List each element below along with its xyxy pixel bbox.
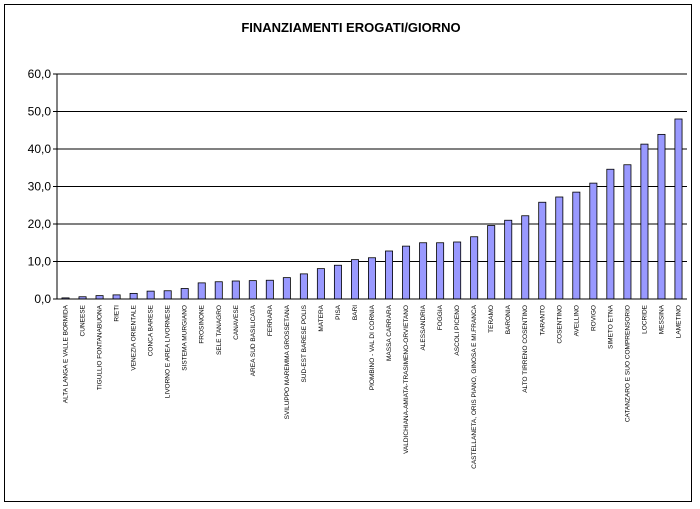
bar (640, 143, 649, 300)
x-tick-label: VALDICHIANA-AMIATA-TRASIMENO-ORVIETANO (403, 305, 410, 454)
x-tick-label: PISA (335, 304, 342, 319)
x-tick-label: MASSA CARRARA (386, 304, 393, 361)
y-tick-label: 60,0 (28, 67, 52, 81)
x-tick-label: SISTEMA MURGIANO (182, 305, 189, 371)
x-tick-label: ROVIGO (590, 305, 597, 331)
x-tick-label: RIETI (114, 305, 121, 322)
x-tick-label: CANAVESE (233, 304, 240, 340)
x-tick-label: BARONIA (505, 304, 512, 334)
x-tick-label: LIVORNO E AREA LIVORNESE (165, 304, 172, 398)
x-tick-label: PIOMBINO - VAL DI CORNIA (369, 304, 376, 390)
x-tick-label: LAMETINO (675, 305, 682, 338)
bar (419, 242, 428, 300)
x-tick-label: SUD-EST BARESE POLIS (301, 304, 308, 382)
bar (674, 118, 683, 300)
x-tick-label: CUNEESE (80, 304, 87, 336)
y-tick-label: 20,0 (28, 217, 52, 231)
x-tick-label: ALESSANDRIA (420, 304, 427, 350)
x-tick-label: ALTA LANGA E VALLE BORMIDA (63, 304, 70, 403)
x-tick-label: AREA SUD BASILICATA (250, 304, 257, 376)
bar (180, 288, 189, 300)
y-tick-label: 0,0 (34, 292, 51, 306)
x-tick-label: MESSINA (658, 304, 665, 334)
x-tick-label: FROSINONE (199, 304, 206, 343)
x-tick-label: TERAMO (488, 305, 495, 333)
bar-chart: FINANZIAMENTI EROGATI/GIORNO 0,0 10,0 20,0… (28, 20, 687, 469)
bar (606, 168, 615, 300)
bar (572, 191, 581, 300)
bar (436, 242, 445, 300)
x-axis-labels: ALTA LANGA E VALLE BORMIDA CUNEESE TIGULLI… (63, 304, 683, 469)
bar (146, 290, 155, 300)
y-tick-label: 30,0 (28, 180, 52, 194)
x-tick-label: LOCRIDE (641, 304, 648, 334)
bar (333, 264, 342, 300)
bar (299, 273, 308, 300)
x-tick-label: SELE TANAGRO (216, 305, 223, 355)
bar (112, 294, 121, 300)
x-tick-label: FERRARA (267, 304, 274, 336)
x-tick-label: BARI (352, 305, 359, 320)
x-tick-label: SIMETO ETNA (607, 304, 614, 349)
x-tick-label: CONCA BARESE (148, 304, 155, 356)
bar (248, 280, 257, 300)
bar (129, 292, 138, 300)
bar (453, 241, 462, 300)
x-tick-label: MATERA (318, 304, 325, 331)
bar (555, 196, 564, 300)
chart-title: FINANZIAMENTI EROGATI/GIORNO (241, 20, 460, 35)
x-tick-label: FOGGIA (437, 304, 444, 330)
bar (657, 133, 666, 300)
bar (623, 164, 632, 300)
bar (316, 268, 325, 300)
chart-frame: FINANZIAMENTI EROGATI/GIORNO 0,0 10,0 20,0… (4, 4, 692, 502)
bar (163, 290, 172, 300)
x-tick-label: CASTELLANETA, ORIS PIANO, GINOSA E MI.FR… (471, 304, 478, 469)
x-tick-label: ALTO TIRRENO COSENTINO (522, 305, 529, 393)
bar (470, 236, 479, 300)
bar (231, 280, 240, 300)
bar (589, 182, 598, 300)
bar (265, 279, 274, 300)
x-tick-label: CATANZARO E SUO COMPRENSORIO (624, 305, 631, 422)
bar (504, 219, 513, 300)
x-tick-label: AVELLINO (573, 305, 580, 336)
y-tick-label: 10,0 (28, 255, 52, 269)
x-tick-label: COSENTINO (556, 305, 563, 344)
bar (402, 245, 411, 300)
bar (197, 282, 206, 300)
x-tick-label: TIGULLIO FONTANABUONA (97, 304, 104, 390)
bars (57, 118, 687, 300)
x-tick-label: VENEZIA ORIENTALE (131, 304, 138, 370)
bar (385, 250, 394, 300)
y-tick-label: 50,0 (28, 105, 52, 119)
y-axis: 0,0 10,0 20,0 30,0 40,0 50,0 60,0 (28, 67, 58, 306)
bar (350, 259, 359, 300)
x-tick-label: TARANTO (539, 305, 546, 335)
bar (214, 281, 223, 300)
bar (368, 257, 376, 300)
bar (487, 225, 496, 300)
bar (521, 215, 530, 300)
bar (538, 201, 547, 300)
x-tick-label: ASCOLI PICENO (454, 305, 461, 356)
bar (282, 277, 291, 300)
y-tick-label: 40,0 (28, 142, 52, 156)
x-tick-label: SVILUPPO MAREMMA GROSSETANA (284, 304, 291, 419)
